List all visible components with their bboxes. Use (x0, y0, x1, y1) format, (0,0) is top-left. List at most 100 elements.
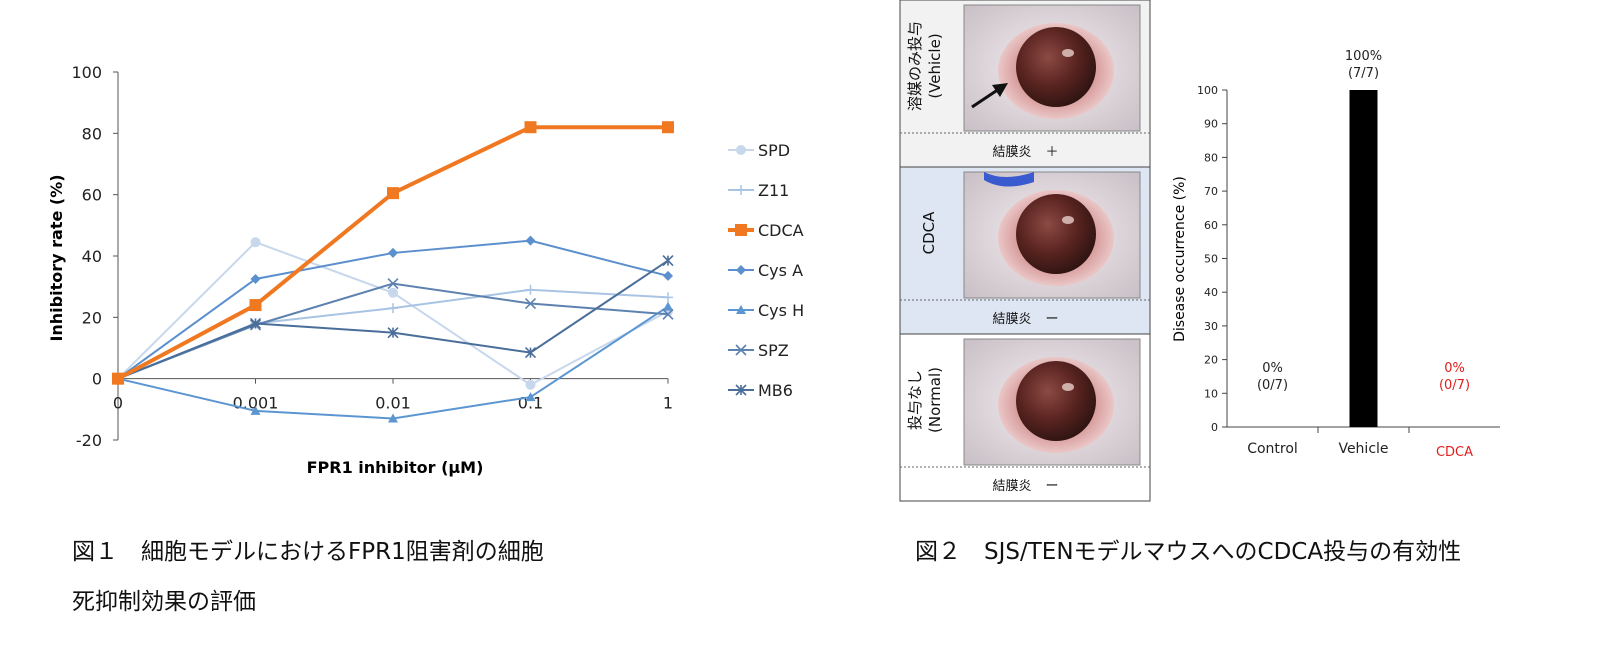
eye-highlight (1062, 216, 1074, 224)
chart2-y-tick-label: 90 (1204, 118, 1218, 131)
chart1-y-axis-label: Inhibitory rate (%) (47, 174, 66, 341)
legend-label: Cys H (758, 301, 804, 320)
panel-label-en: (Vehicle) (926, 33, 944, 98)
figure1-caption-line1: 図１ 細胞モデルにおけるFPR1阻害剤の細胞 (72, 539, 544, 565)
data-point-cys-h (250, 405, 261, 415)
legend-marker-cys-h (736, 305, 746, 314)
data-point-mb6 (387, 327, 399, 339)
eyeball (1016, 194, 1096, 274)
chart1-x-tick-label: 0 (113, 394, 123, 413)
data-point-cys-h (388, 413, 398, 423)
chart2-y-tick-label: 30 (1204, 320, 1218, 333)
chart1-y-tick-label: 80 (82, 124, 102, 143)
chart2-y-axis-label: Disease occurrence (%) (1172, 176, 1188, 342)
data-point-mb6 (662, 255, 674, 267)
chart1-y-tick-label: 60 (82, 186, 102, 205)
data-point-z11 (525, 284, 536, 295)
data-point-spd (388, 287, 398, 298)
chart2-category-label: Vehicle (1338, 441, 1388, 457)
data-point-cys-a (663, 270, 673, 281)
eyeball (1016, 361, 1096, 441)
chart1-y-tick-label: 0 (92, 370, 102, 389)
chart1-x-tick-label: 1 (663, 394, 673, 413)
data-point-cdca (249, 299, 262, 312)
legend-label: Z11 (758, 181, 789, 200)
bar-fraction-label: (7/7) (1348, 66, 1379, 81)
chart1-x-axis-label: FPR1 inhibitor (μM) (307, 458, 484, 477)
finding-label: 結膜炎 (992, 312, 1031, 327)
panel-label-jp: CDCA (920, 211, 938, 254)
panel-label: 溶媒のみ投与 (Vehicle) (906, 21, 944, 111)
panel-label-jp: 溶媒のみ投与 (906, 21, 924, 111)
finding-sign: ー (1045, 312, 1058, 327)
bar-value-label: 100% (1345, 49, 1382, 64)
figure1-caption-line2: 死抑制効果の評価 (72, 589, 256, 615)
data-point-spz (524, 297, 537, 310)
panel-label-jp: 投与なし (906, 370, 924, 430)
disease-occurrence-bar-chart: 0 10 20 30 40 50 60 70 80 90 100 0% (0/7) Control 100… (1172, 49, 1500, 460)
data-point-cdca (387, 187, 399, 200)
data-point-cdca (662, 121, 674, 134)
data-point-spd (525, 379, 536, 390)
chart2-y-tick-label: 70 (1204, 185, 1218, 198)
legend-label: Cys A (758, 261, 803, 280)
legend-marker-cys-a (736, 265, 746, 275)
chart2-y-tick-label: 50 (1204, 253, 1218, 266)
data-point-spd (250, 237, 261, 248)
data-point-cdca (524, 121, 537, 134)
legend-marker-mb6 (735, 384, 747, 396)
chart2-category-label: Control (1247, 441, 1298, 457)
chart2-y-tick-label: 20 (1204, 354, 1218, 367)
legend-marker-spd (736, 145, 746, 155)
data-point-cys-h (663, 301, 673, 311)
bar-fraction-label: (0/7) (1257, 378, 1288, 393)
chart1-y-tick-label: 100 (71, 63, 102, 82)
figure2-caption: 図２ SJS/TENモデルマウスへのCDCA投与の有効性 (915, 539, 1462, 565)
chart2-y-tick-label: 40 (1204, 286, 1218, 299)
blue-patch (984, 172, 1034, 187)
bar-fraction-label: (0/7) (1439, 378, 1470, 393)
data-point-z11 (663, 292, 673, 303)
bar-value-label: 0% (1262, 361, 1283, 376)
data-point-cdca (112, 372, 124, 385)
legend-marker-spz (735, 344, 747, 356)
eye-highlight (1062, 49, 1074, 57)
arrow-icon (992, 83, 1008, 97)
eye-highlight (1062, 383, 1074, 391)
finding-sign: ー (1045, 479, 1058, 494)
legend-label: CDCA (758, 221, 804, 240)
data-point-mb6 (249, 317, 262, 330)
legend-marker-z11 (736, 185, 746, 195)
finding-label: 結膜炎 (992, 145, 1031, 160)
legend-marker-cdca (735, 224, 747, 236)
chart2-y-tick-label: 60 (1204, 219, 1218, 232)
data-point-mb6 (524, 347, 537, 359)
chart2-y-tick-label: 80 (1204, 151, 1218, 164)
chart2-y-tick-label: 0 (1211, 421, 1218, 434)
panel-label: 投与なし (Normal) (906, 367, 944, 433)
panel-label-en: (Normal) (926, 367, 944, 433)
finding-sign: ＋ (1045, 145, 1058, 160)
data-point-cys-a (525, 235, 536, 246)
chart1-y-tick-label: 40 (82, 247, 102, 266)
series-line-spd (117, 241, 669, 386)
data-point-z11 (388, 303, 398, 314)
chart1-x-tick-label: 0.01 (375, 394, 411, 413)
panel-label: CDCA (920, 211, 938, 254)
bar-vehicle (1349, 90, 1378, 427)
legend-label: MB6 (758, 381, 793, 400)
chart2-y-tick-label: 10 (1204, 387, 1218, 400)
chart1-y-tick-label: -20 (76, 431, 102, 450)
data-point-cys-a (388, 247, 398, 258)
finding-label: 結膜炎 (992, 479, 1031, 494)
legend-label: SPD (758, 141, 790, 160)
legend-label: SPZ (758, 341, 789, 360)
eyeball (1016, 27, 1096, 107)
bar-value-label: 0% (1444, 361, 1465, 376)
data-point-cys-a (250, 274, 261, 284)
chart1-y-tick-label: 20 (82, 308, 102, 327)
data-point-cys-h (525, 392, 536, 402)
data-point-spz (662, 308, 674, 320)
